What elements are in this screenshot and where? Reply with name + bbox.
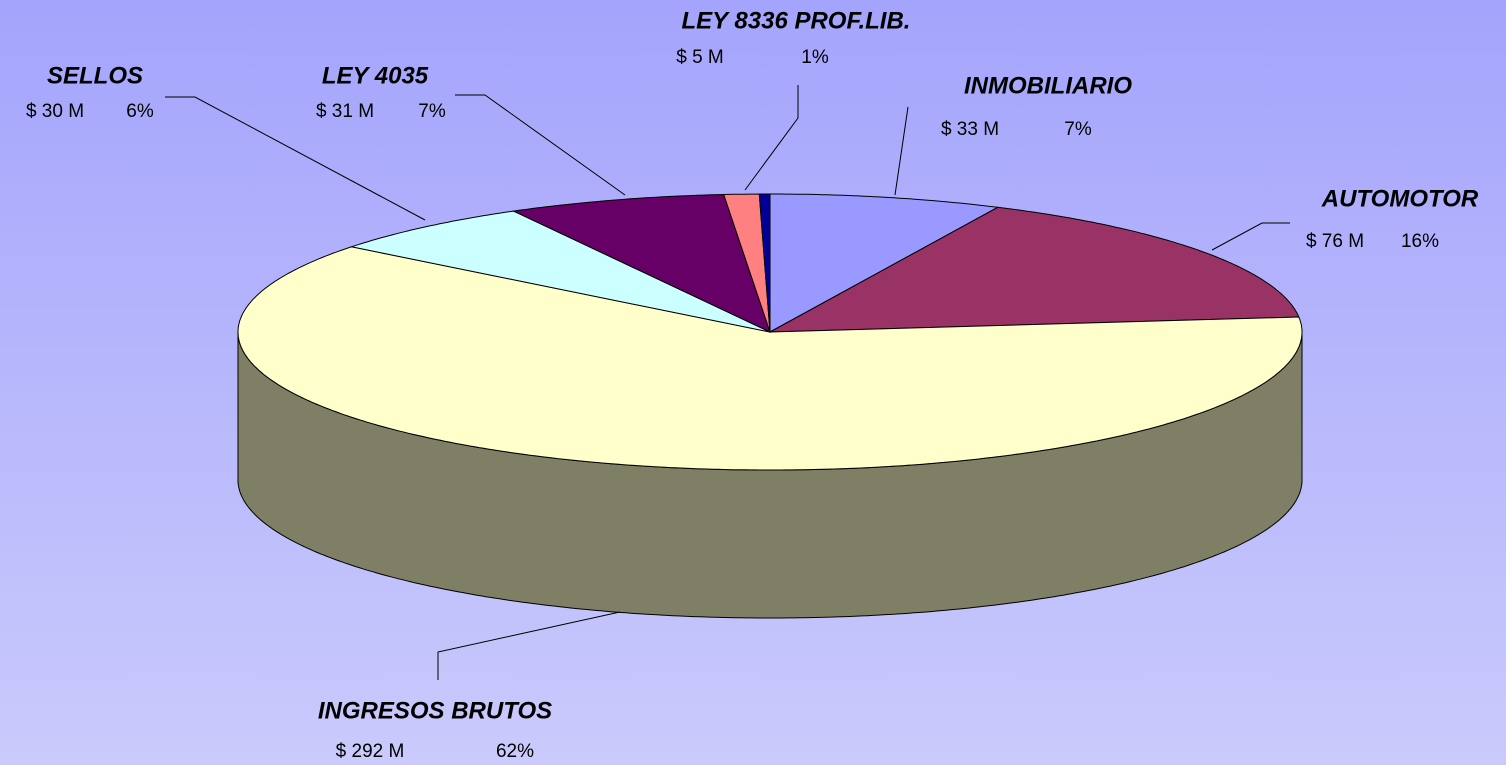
slice-name: LEY 8336 PROF.LIB. xyxy=(682,7,911,34)
slice-name: SELLOS xyxy=(47,62,143,89)
slice xyxy=(237,246,1303,471)
value-label: $ 5 M xyxy=(676,47,724,68)
percent-label: 7% xyxy=(1064,119,1092,140)
labels: INMOBILIARIO $ 33 M 7% AUTOMOTOR $ 76 M 16% IN… xyxy=(26,7,1479,762)
slice-name: LEY 4035 xyxy=(322,62,429,89)
slice xyxy=(769,206,1300,333)
value-label: $ 31 M xyxy=(316,101,374,122)
leader-line xyxy=(744,85,799,191)
slice xyxy=(758,193,771,333)
leader-line xyxy=(437,611,621,680)
percent-label: 16% xyxy=(1401,231,1439,252)
value-label: $ 30 M xyxy=(26,101,84,122)
pie xyxy=(237,193,1303,619)
leader-line xyxy=(455,94,626,196)
slice-name: INMOBILIARIO xyxy=(964,72,1132,99)
value-label: $ 76 M xyxy=(1306,231,1364,252)
value-label: $ 292 M xyxy=(336,741,405,762)
leader-line xyxy=(894,106,909,196)
value-label: $ 33 M xyxy=(941,119,999,140)
slice xyxy=(723,193,771,333)
slice-name: AUTOMOTOR xyxy=(1321,185,1479,212)
percent-label: 62% xyxy=(496,741,534,762)
slice xyxy=(349,210,771,333)
slice-name: INGRESOS BRUTOS xyxy=(318,697,552,724)
slice xyxy=(511,193,771,333)
slice xyxy=(769,193,1000,333)
leader-line xyxy=(1211,222,1290,251)
leader-line xyxy=(165,96,426,221)
percent-label: 1% xyxy=(801,47,829,68)
percent-label: 6% xyxy=(126,101,154,122)
percent-label: 7% xyxy=(418,101,446,122)
